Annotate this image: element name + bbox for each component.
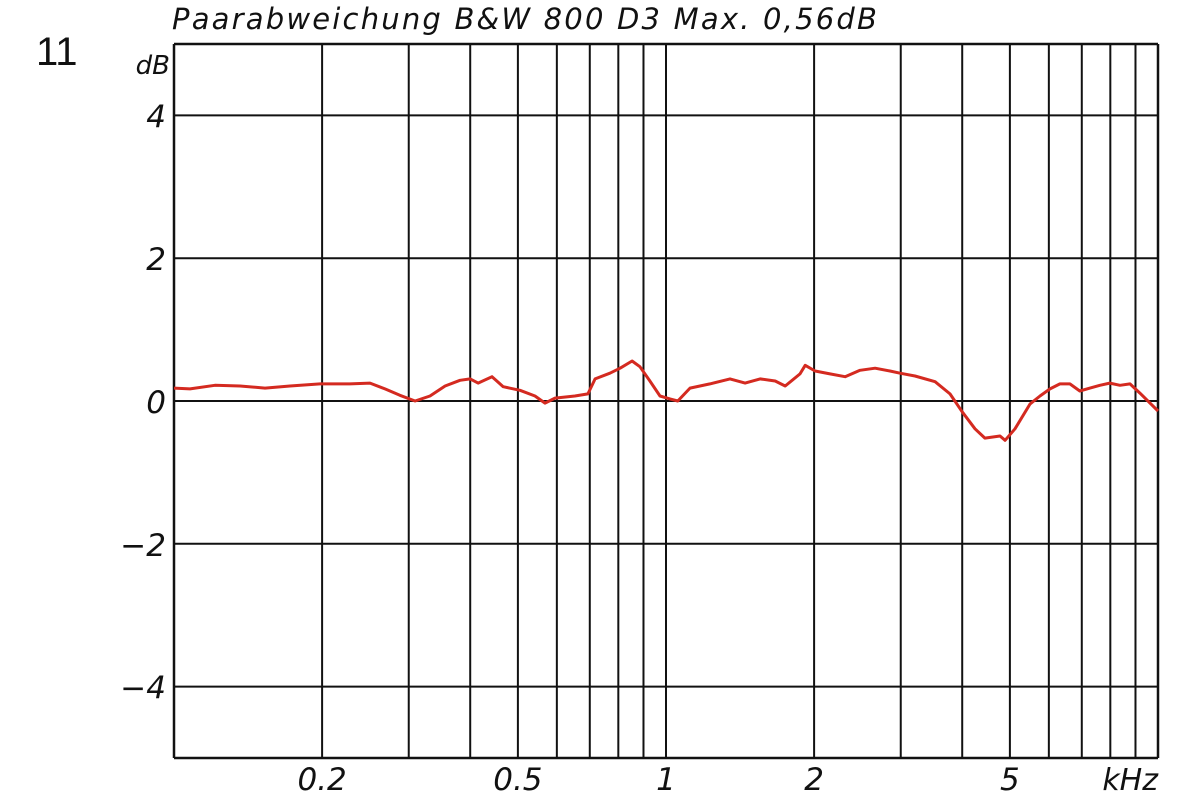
tick-labels: 4 2 0 −2 −4 0.2 0.5 1 2 5 [120, 99, 1019, 798]
chart-title: Paarabweichung B&W 800 D3 Max. 0,56dB [172, 2, 879, 36]
x-axis-label: kHz [1102, 763, 1159, 798]
y-axis-label: dB [136, 51, 170, 81]
y-tick-label: 0 [146, 385, 166, 421]
figure-number: 11 [36, 30, 78, 74]
y-tick-label: 4 [146, 99, 166, 135]
x-tick-label: 2 [804, 762, 824, 798]
y-tick-label: −4 [120, 671, 166, 707]
x-tick-label: 1 [656, 762, 676, 798]
grid [172, 42, 1160, 760]
x-tick-label: 0.2 [297, 762, 346, 798]
y-tick-label: −2 [120, 528, 166, 564]
y-tick-label: 2 [146, 242, 166, 278]
series-line [173, 359, 1160, 442]
x-tick-label: 0.5 [493, 762, 542, 798]
x-tick-label: 5 [1000, 762, 1020, 798]
